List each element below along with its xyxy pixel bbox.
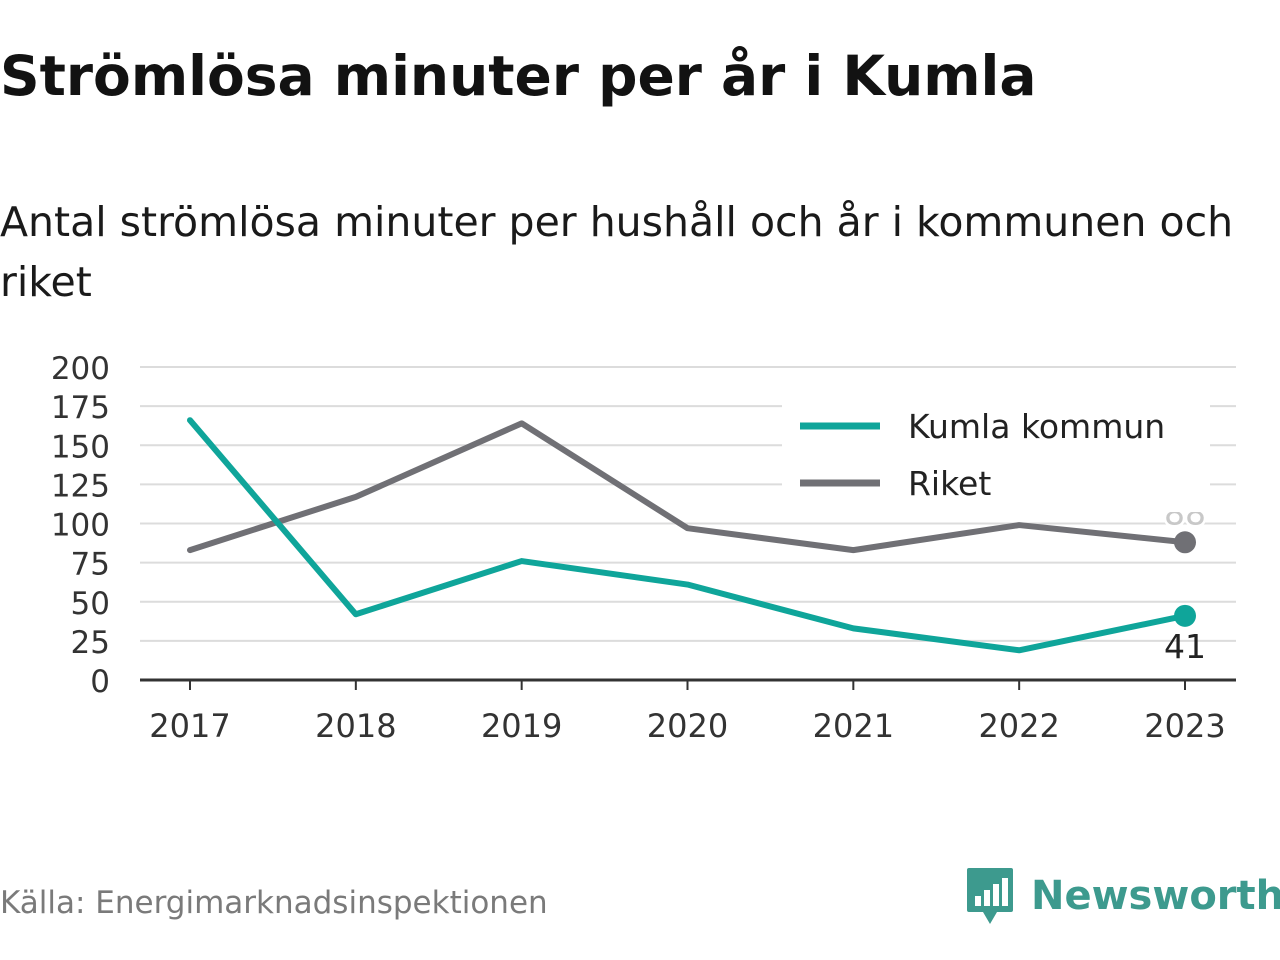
series-line-kumla-kommun — [187, 417, 1188, 654]
brand-name: Newsworthy — [1031, 873, 1280, 919]
end-label-kumla-kommun: 41 — [1164, 627, 1206, 666]
y-tick-label: 125 — [51, 468, 110, 504]
source-note: Källa: Energimarknadsinspektionen — [0, 885, 548, 921]
chart-subtitle: Antal strömlösa minuter per hushåll och … — [0, 198, 1234, 306]
x-tick-label: 2022 — [978, 707, 1059, 745]
y-tick-label: 0 — [90, 664, 110, 700]
x-tick-label: 2023 — [1144, 707, 1225, 745]
y-tick-label: 50 — [71, 586, 110, 622]
y-tick-label: 200 — [51, 351, 110, 387]
x-tick-label: 2017 — [149, 707, 230, 745]
series-line-riket — [187, 420, 1188, 554]
brand-logo: Newsworthy — [965, 864, 1280, 928]
y-tick-label: 25 — [71, 625, 110, 661]
legend-label: Riket — [908, 464, 991, 503]
chart-title: Strömlösa minuter per år i Kumla — [0, 44, 1037, 108]
x-tick-label: 2020 — [647, 707, 728, 745]
y-tick-label: 150 — [51, 429, 110, 465]
x-tick-label: 2021 — [813, 707, 894, 745]
y-tick-label: 75 — [71, 547, 110, 583]
x-tick-label: 2018 — [315, 707, 396, 745]
y-tick-label: 175 — [51, 390, 110, 426]
series-end-point-kumla-kommun — [1174, 604, 1196, 627]
x-tick-label: 2019 — [481, 707, 562, 745]
bar-chart-logo-icon — [967, 868, 1013, 924]
y-tick-label: 100 — [51, 508, 110, 544]
legend-background — [782, 400, 1210, 512]
legend-label: Kumla kommun — [908, 407, 1165, 446]
series-end-point-riket — [1174, 531, 1196, 554]
